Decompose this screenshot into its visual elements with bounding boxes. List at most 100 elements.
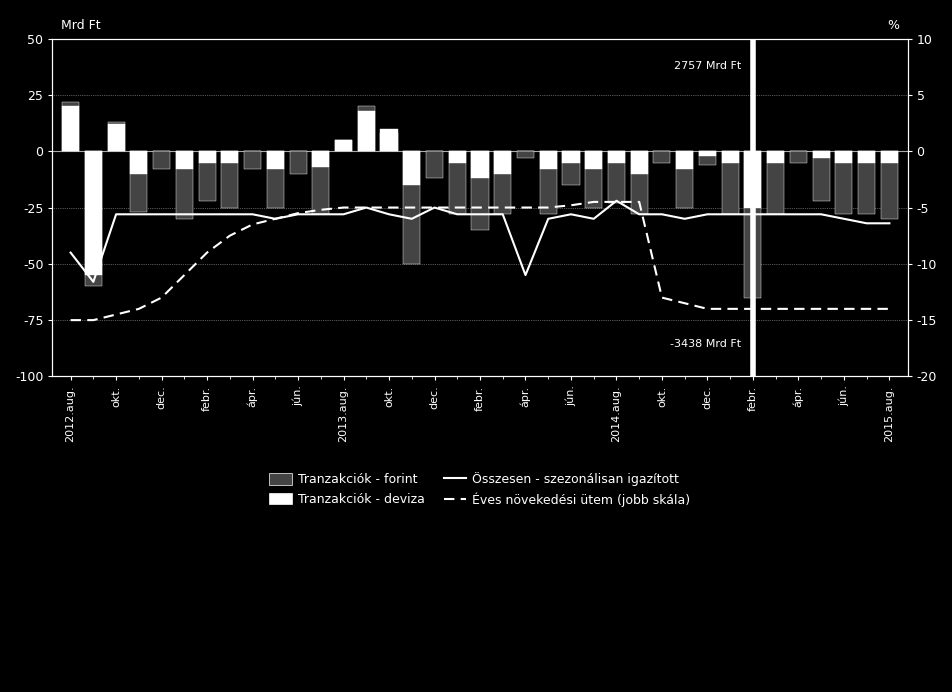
Összesen - szezonálisan igazított [724,210,736,219]
Éves növekedési ütem (jobb skála) [724,304,736,313]
Bar [494,152,511,174]
Összesen - szezonálisan igazított [633,210,645,219]
Éves növekedési ütem (jobb skála) [770,304,782,313]
Éves növekedési ütem (jobb skála) [315,206,327,214]
Éves növekedési ütem (jobb skála) [451,203,463,212]
Line: Éves növekedési ütem (jobb skála): Éves növekedési ütem (jobb skála) [70,202,889,320]
Bar [676,152,693,170]
Bar [448,152,466,215]
Összesen - szezonálisan igazított [565,210,577,219]
Összesen - szezonálisan igazított [793,210,804,219]
Összesen - szezonálisan igazított [292,210,304,219]
Bar [563,152,580,185]
Éves növekedési ütem (jobb skála) [88,316,99,325]
Éves növekedési ütem (jobb skála) [793,304,804,313]
Éves növekedési ütem (jobb skála) [816,304,827,313]
Összesen - szezonálisan igazított [702,210,713,219]
Összesen - szezonálisan igazított [838,215,849,223]
Bar [358,106,375,152]
Text: 2757 Mrd Ft: 2757 Mrd Ft [674,61,742,71]
Bar [813,152,830,158]
Összesen - szezonálisan igazított [202,210,213,219]
Text: -3438 Mrd Ft: -3438 Mrd Ft [670,339,742,349]
Bar [858,152,875,215]
Bar [448,152,466,163]
Éves növekedési ütem (jobb skála) [428,203,440,212]
Legend: Tranzakciók - forint, Tranzakciók - deviza, Összesen - szezonálisan igazított, É: Tranzakciók - forint, Tranzakciók - devi… [265,467,696,512]
Bar [289,152,307,174]
Összesen - szezonálisan igazított [816,210,827,219]
Éves növekedési ütem (jobb skála) [224,232,235,240]
Bar [744,152,762,208]
Összesen - szezonálisan igazított [88,277,99,286]
Éves növekedési ütem (jobb skála) [747,304,759,313]
Bar [722,152,739,163]
Éves növekedési ütem (jobb skála) [838,304,849,313]
Éves növekedési ütem (jobb skála) [361,203,372,212]
Összesen - szezonálisan igazított [269,215,281,223]
Éves növekedési ütem (jobb skála) [133,304,145,313]
Bar [176,152,193,219]
Bar [312,152,329,167]
Éves növekedési ütem (jobb skála) [292,209,304,217]
Bar [517,152,534,158]
Bar [836,152,852,215]
Bar [699,152,716,156]
Éves növekedési ütem (jobb skála) [407,203,418,212]
Összesen - szezonálisan igazított [338,210,349,219]
Bar [540,152,557,170]
Összesen - szezonálisan igazított [247,210,258,219]
Éves növekedési ütem (jobb skála) [110,310,122,318]
Éves növekedési ütem (jobb skála) [543,203,554,212]
Éves növekedési ütem (jobb skála) [202,248,213,257]
Bar [62,106,79,152]
Éves növekedési ütem (jobb skála) [338,203,349,212]
Éves növekedési ütem (jobb skála) [702,304,713,313]
Bar [790,152,807,163]
Bar [676,152,693,208]
Bar [381,129,398,152]
Bar [563,152,580,163]
Éves növekedési ütem (jobb skála) [474,203,486,212]
Bar [130,152,148,212]
Összesen - szezonálisan igazított [179,210,190,219]
Éves növekedési ütem (jobb skála) [679,299,690,307]
Összesen - szezonálisan igazított [474,210,486,219]
Bar [630,152,647,215]
Bar [108,125,125,152]
Összesen - szezonálisan igazított [110,210,122,219]
Bar [221,152,238,163]
Line: Összesen - szezonálisan igazított: Összesen - szezonálisan igazított [70,201,889,282]
Bar [540,152,557,215]
Éves növekedési ütem (jobb skála) [633,198,645,206]
Összesen - szezonálisan igazított [315,210,327,219]
Bar [494,152,511,215]
Bar [267,152,284,170]
Bar [335,140,352,152]
Bar [130,152,148,174]
Összesen - szezonálisan igazított [361,203,372,212]
Bar [767,152,784,215]
Text: %: % [887,19,899,32]
Éves növekedési ütem (jobb skála) [156,293,168,302]
Bar [335,140,352,152]
Összesen - szezonálisan igazított [770,210,782,219]
Összesen - szezonálisan igazított [65,248,76,257]
Összesen - szezonálisan igazított [883,219,895,228]
Bar [381,134,398,152]
Összesen - szezonálisan igazított [543,215,554,223]
Éves növekedési ütem (jobb skála) [588,198,600,206]
Bar [836,152,852,163]
Összesen - szezonálisan igazított [656,210,667,219]
Bar [858,152,875,163]
Bar [585,152,603,170]
Bar [881,152,898,219]
Bar [108,122,125,152]
Összesen - szezonálisan igazított [156,210,168,219]
Bar [585,152,603,208]
Összesen - szezonálisan igazított [451,210,463,219]
Összesen - szezonálisan igazított [747,210,759,219]
Éves növekedési ütem (jobb skála) [179,271,190,280]
Éves növekedési ütem (jobb skála) [497,203,508,212]
Éves növekedési ütem (jobb skála) [384,203,395,212]
